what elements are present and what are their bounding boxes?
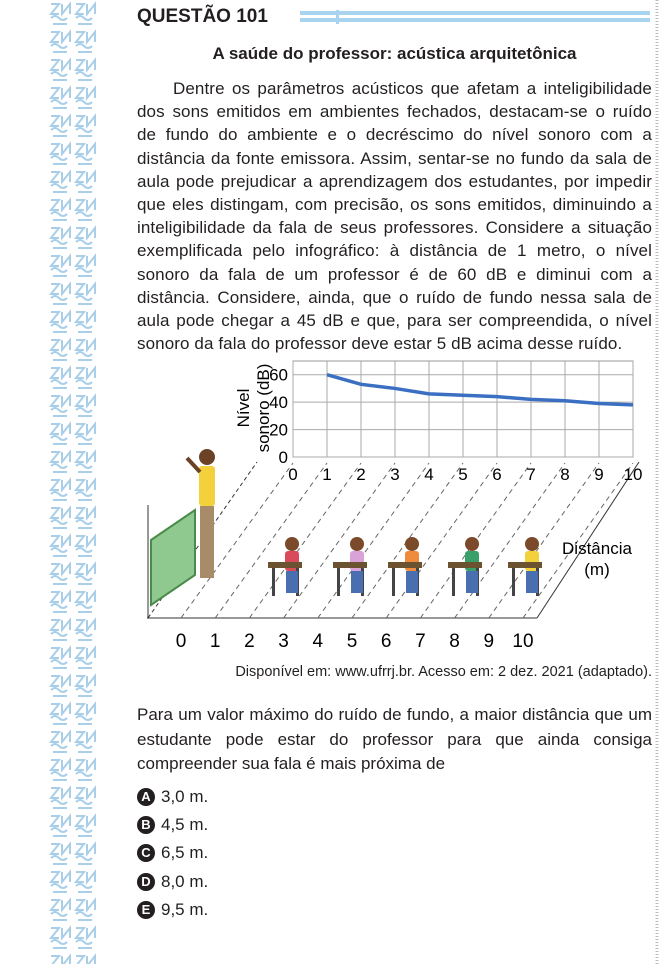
x-axis-label-line: Distância — [562, 539, 632, 558]
guide-line — [214, 462, 328, 619]
student-head — [525, 537, 539, 551]
option[interactable]: D 8,0 m. — [137, 872, 208, 892]
option-text: 8,0 m. — [161, 871, 209, 891]
student-head — [465, 537, 479, 551]
decor-strip — [48, 0, 98, 964]
heading: A saúde do professor: acústica arquitetô… — [212, 44, 577, 63]
floor-label: 6 — [381, 631, 392, 652]
option-letter: B — [137, 816, 155, 835]
student-legs — [406, 571, 418, 593]
floor-label: 5 — [347, 631, 358, 652]
student-legs — [286, 571, 298, 593]
floor-label: 8 — [449, 631, 460, 652]
floor-label: 10 — [512, 631, 533, 652]
guide-line — [522, 462, 634, 619]
desk-top — [448, 562, 482, 568]
floor-label: 2 — [244, 631, 255, 652]
floor-label: 4 — [313, 631, 324, 652]
y-axis-label-line: sonoro (dB) — [254, 364, 273, 453]
desk-leg — [452, 568, 455, 596]
x-tick-label: 10 — [624, 465, 643, 484]
student-legs — [351, 571, 363, 593]
desk-leg — [512, 568, 515, 596]
guide-line — [180, 462, 294, 619]
teacher-legs — [200, 506, 214, 578]
student-legs — [526, 571, 538, 593]
option-letter: D — [137, 872, 155, 891]
floor-label: 9 — [484, 631, 495, 652]
x-tick-label: 0 — [288, 465, 297, 484]
guide-line — [488, 462, 600, 619]
floor-label: 1 — [210, 631, 221, 652]
x-tick-label: 1 — [322, 465, 331, 484]
guide-line — [248, 462, 362, 619]
x-tick-label: 2 — [356, 465, 365, 484]
desk-leg — [337, 568, 340, 596]
floor-label: 0 — [176, 631, 187, 652]
x-tick-label: 3 — [390, 465, 399, 484]
x-tick-label: 7 — [526, 465, 535, 484]
option-letter: A — [137, 788, 155, 806]
desk-top — [333, 562, 367, 568]
question-title: QUESTÃO 101 — [137, 6, 268, 27]
desk-top — [388, 562, 422, 568]
option[interactable]: B 4,5 m. — [137, 815, 208, 835]
x-tick-label: 6 — [492, 465, 501, 484]
guide-line — [351, 462, 464, 619]
student-head — [350, 537, 364, 551]
desk-top — [268, 562, 302, 568]
teacher-body — [199, 466, 215, 506]
teacher-arm — [185, 456, 202, 474]
option-text: 3,0 m. — [161, 787, 209, 806]
option[interactable]: C 6,5 m. — [137, 843, 208, 863]
y-axis-label-line: Nível — [234, 389, 253, 428]
guide-line — [283, 462, 396, 619]
y-tick-label: 40 — [269, 393, 288, 412]
guide-line — [419, 462, 532, 619]
student-legs — [466, 571, 478, 593]
paragraph: Dentre os parâmetros acústicos que afeta… — [137, 79, 652, 354]
x-tick-label: 4 — [424, 465, 433, 484]
prompt: Para um valor máximo do ruído de fundo, … — [137, 705, 652, 773]
y-tick-label: 20 — [269, 421, 288, 440]
desk-top — [508, 562, 542, 568]
option[interactable]: A 3,0 m. — [137, 787, 208, 807]
option-letter: C — [137, 844, 155, 863]
floor-edge — [536, 461, 640, 619]
student-head — [285, 537, 299, 551]
option-text: 9,5 m. — [161, 899, 209, 919]
option-text: 4,5 m. — [161, 815, 209, 835]
floor-label: 7 — [415, 631, 426, 652]
desk-leg — [392, 568, 395, 596]
y-tick-label: 0 — [279, 448, 288, 467]
title-bars — [300, 10, 650, 24]
teacher-head — [199, 449, 215, 465]
x-tick-label: 9 — [594, 465, 603, 484]
desk-leg — [272, 568, 275, 596]
floor-label: 3 — [278, 631, 289, 652]
y-axis-label: Nível sonoro (dB) — [234, 364, 273, 453]
guide-line — [385, 462, 498, 619]
decor-edge — [655, 0, 659, 964]
option-letter: E — [137, 900, 155, 919]
x-tick-label: 8 — [560, 465, 569, 484]
guide-line — [317, 462, 430, 619]
infographic: 0 1 2 3 4 5 6 7 8 9 10 0 20 40 60 0 1 2 3 4 5 6 7 8 9 10 Nível sono… — [147, 360, 643, 652]
student-head — [405, 537, 419, 551]
x-tick-label: 5 — [458, 465, 467, 484]
option[interactable]: E 9,5 m. — [137, 900, 208, 920]
chalkboard — [150, 508, 196, 607]
x-axis-label-line: (m) — [584, 560, 609, 579]
y-tick-label: 60 — [269, 366, 288, 385]
level-line — [326, 373, 634, 407]
source: Disponível em: www.ufrrj.br. Acesso em: … — [235, 664, 652, 680]
option-text: 6,5 m. — [161, 843, 209, 863]
